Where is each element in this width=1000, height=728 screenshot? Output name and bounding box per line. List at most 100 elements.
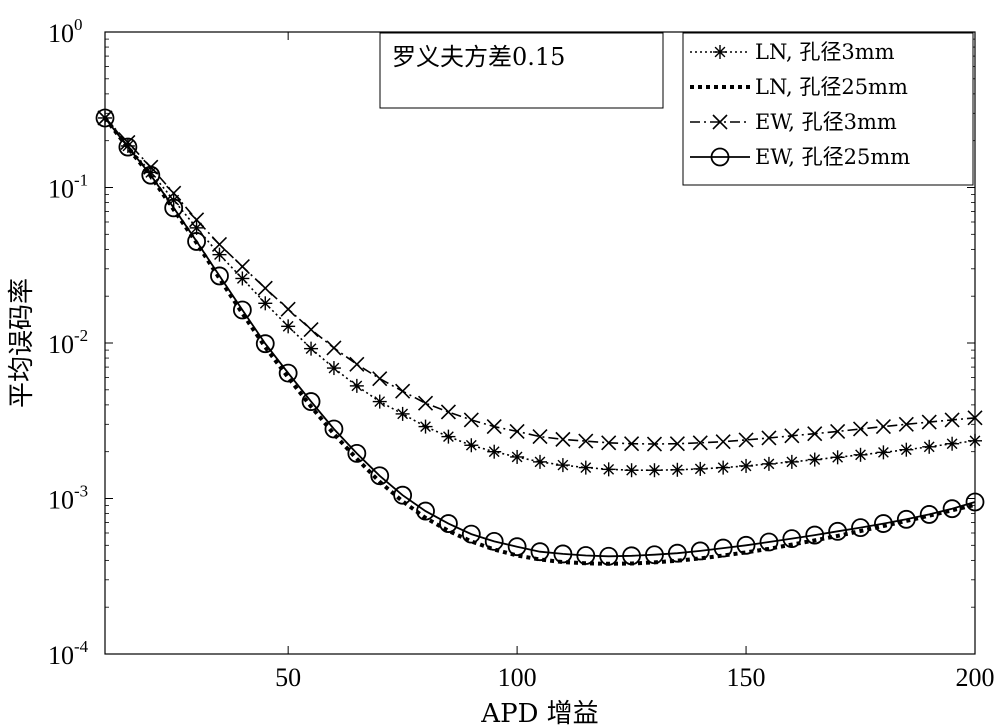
data-point xyxy=(645,545,664,565)
data-point xyxy=(784,454,799,469)
data-point xyxy=(805,525,825,545)
data-point xyxy=(441,429,456,444)
data-point xyxy=(440,404,456,420)
data-point xyxy=(533,454,547,469)
data-point xyxy=(326,340,342,356)
data-point xyxy=(601,462,616,477)
legend-label: EW, 孔径3mm xyxy=(755,110,897,134)
x-tick-label: 50 xyxy=(275,663,301,692)
legend-item: LN, 孔径3mm xyxy=(690,40,895,64)
data-point xyxy=(599,546,619,566)
data-point xyxy=(624,436,640,452)
data-point xyxy=(669,436,685,452)
x-tick-label: 100 xyxy=(498,663,537,692)
y-tick-label: 10-4 xyxy=(48,637,89,670)
data-point xyxy=(624,463,639,478)
data-point xyxy=(693,461,708,476)
data-point xyxy=(852,421,869,437)
data-point xyxy=(715,434,731,450)
data-point xyxy=(782,529,802,549)
data-point xyxy=(118,137,138,157)
data-point xyxy=(578,433,594,449)
data-point xyxy=(968,433,982,448)
data-point xyxy=(484,531,504,551)
data-point xyxy=(942,499,962,519)
x-tick-label: 200 xyxy=(956,663,995,692)
data-point xyxy=(553,544,573,564)
series-line xyxy=(103,116,976,566)
y-tick-label: 10-2 xyxy=(48,326,88,359)
y-tick-exponent: -3 xyxy=(74,482,88,501)
data-point xyxy=(95,108,115,128)
data-point xyxy=(509,423,525,439)
y-tick-base: 10 xyxy=(48,175,74,204)
data-point xyxy=(759,532,779,552)
data-point xyxy=(830,450,845,465)
legend-marker xyxy=(710,147,730,167)
data-point xyxy=(255,334,275,354)
y-tick-label: 10-3 xyxy=(48,482,88,515)
data-point xyxy=(326,361,341,376)
y-tick-exponent: -1 xyxy=(74,171,88,190)
data-point xyxy=(761,456,776,471)
data-point xyxy=(667,543,687,563)
data-point xyxy=(851,518,870,537)
data-point xyxy=(578,460,593,475)
data-point xyxy=(647,463,662,478)
data-point xyxy=(736,535,756,555)
data-point xyxy=(876,445,891,460)
data-point xyxy=(395,406,410,421)
series-layer xyxy=(95,108,985,566)
data-point xyxy=(830,423,846,439)
data-point xyxy=(280,301,296,317)
data-point xyxy=(372,371,388,387)
data-point xyxy=(713,538,733,558)
series-3 xyxy=(95,108,985,566)
data-point xyxy=(141,165,161,185)
legend-item: EW, 孔径3mm xyxy=(690,110,897,134)
data-point xyxy=(967,410,983,426)
data-point xyxy=(418,419,433,434)
data-point xyxy=(690,541,710,561)
annotation-text: 罗义夫方差0.15 xyxy=(392,43,565,71)
data-point xyxy=(303,322,319,338)
data-point xyxy=(234,259,250,275)
data-point xyxy=(166,185,182,201)
data-point xyxy=(416,501,435,521)
data-point xyxy=(232,300,252,320)
data-point xyxy=(349,356,365,372)
data-point xyxy=(210,266,229,286)
data-point xyxy=(919,505,939,524)
data-point xyxy=(899,442,914,457)
x-axis-label: APD 增益 xyxy=(480,699,598,728)
data-point xyxy=(304,341,319,356)
data-point xyxy=(487,444,502,459)
data-point xyxy=(601,435,617,451)
data-point xyxy=(417,395,434,411)
series-line xyxy=(104,117,976,445)
data-point xyxy=(739,458,754,473)
y-tick-exponent: 0 xyxy=(74,15,83,34)
data-point xyxy=(807,452,822,467)
data-point xyxy=(555,431,571,447)
data-point xyxy=(370,466,390,486)
data-point xyxy=(347,443,367,463)
data-point xyxy=(532,429,548,445)
y-tick-base: 10 xyxy=(48,19,74,48)
y-tick-exponent: -2 xyxy=(74,326,88,345)
data-point xyxy=(395,383,411,399)
data-point xyxy=(189,220,204,235)
data-point xyxy=(211,236,228,253)
data-point xyxy=(164,198,184,218)
data-point xyxy=(464,438,479,453)
legend-marker xyxy=(713,45,727,59)
data-point xyxy=(235,271,250,286)
legend-marker xyxy=(712,114,728,130)
data-point xyxy=(510,449,525,464)
legend-label: LN, 孔径25mm xyxy=(755,75,908,99)
data-point xyxy=(187,232,206,251)
y-axis-label: 平均误码率 xyxy=(7,278,37,408)
y-tick-label: 10-1 xyxy=(48,171,88,204)
legend-item: LN, 孔径25mm xyxy=(690,75,908,99)
